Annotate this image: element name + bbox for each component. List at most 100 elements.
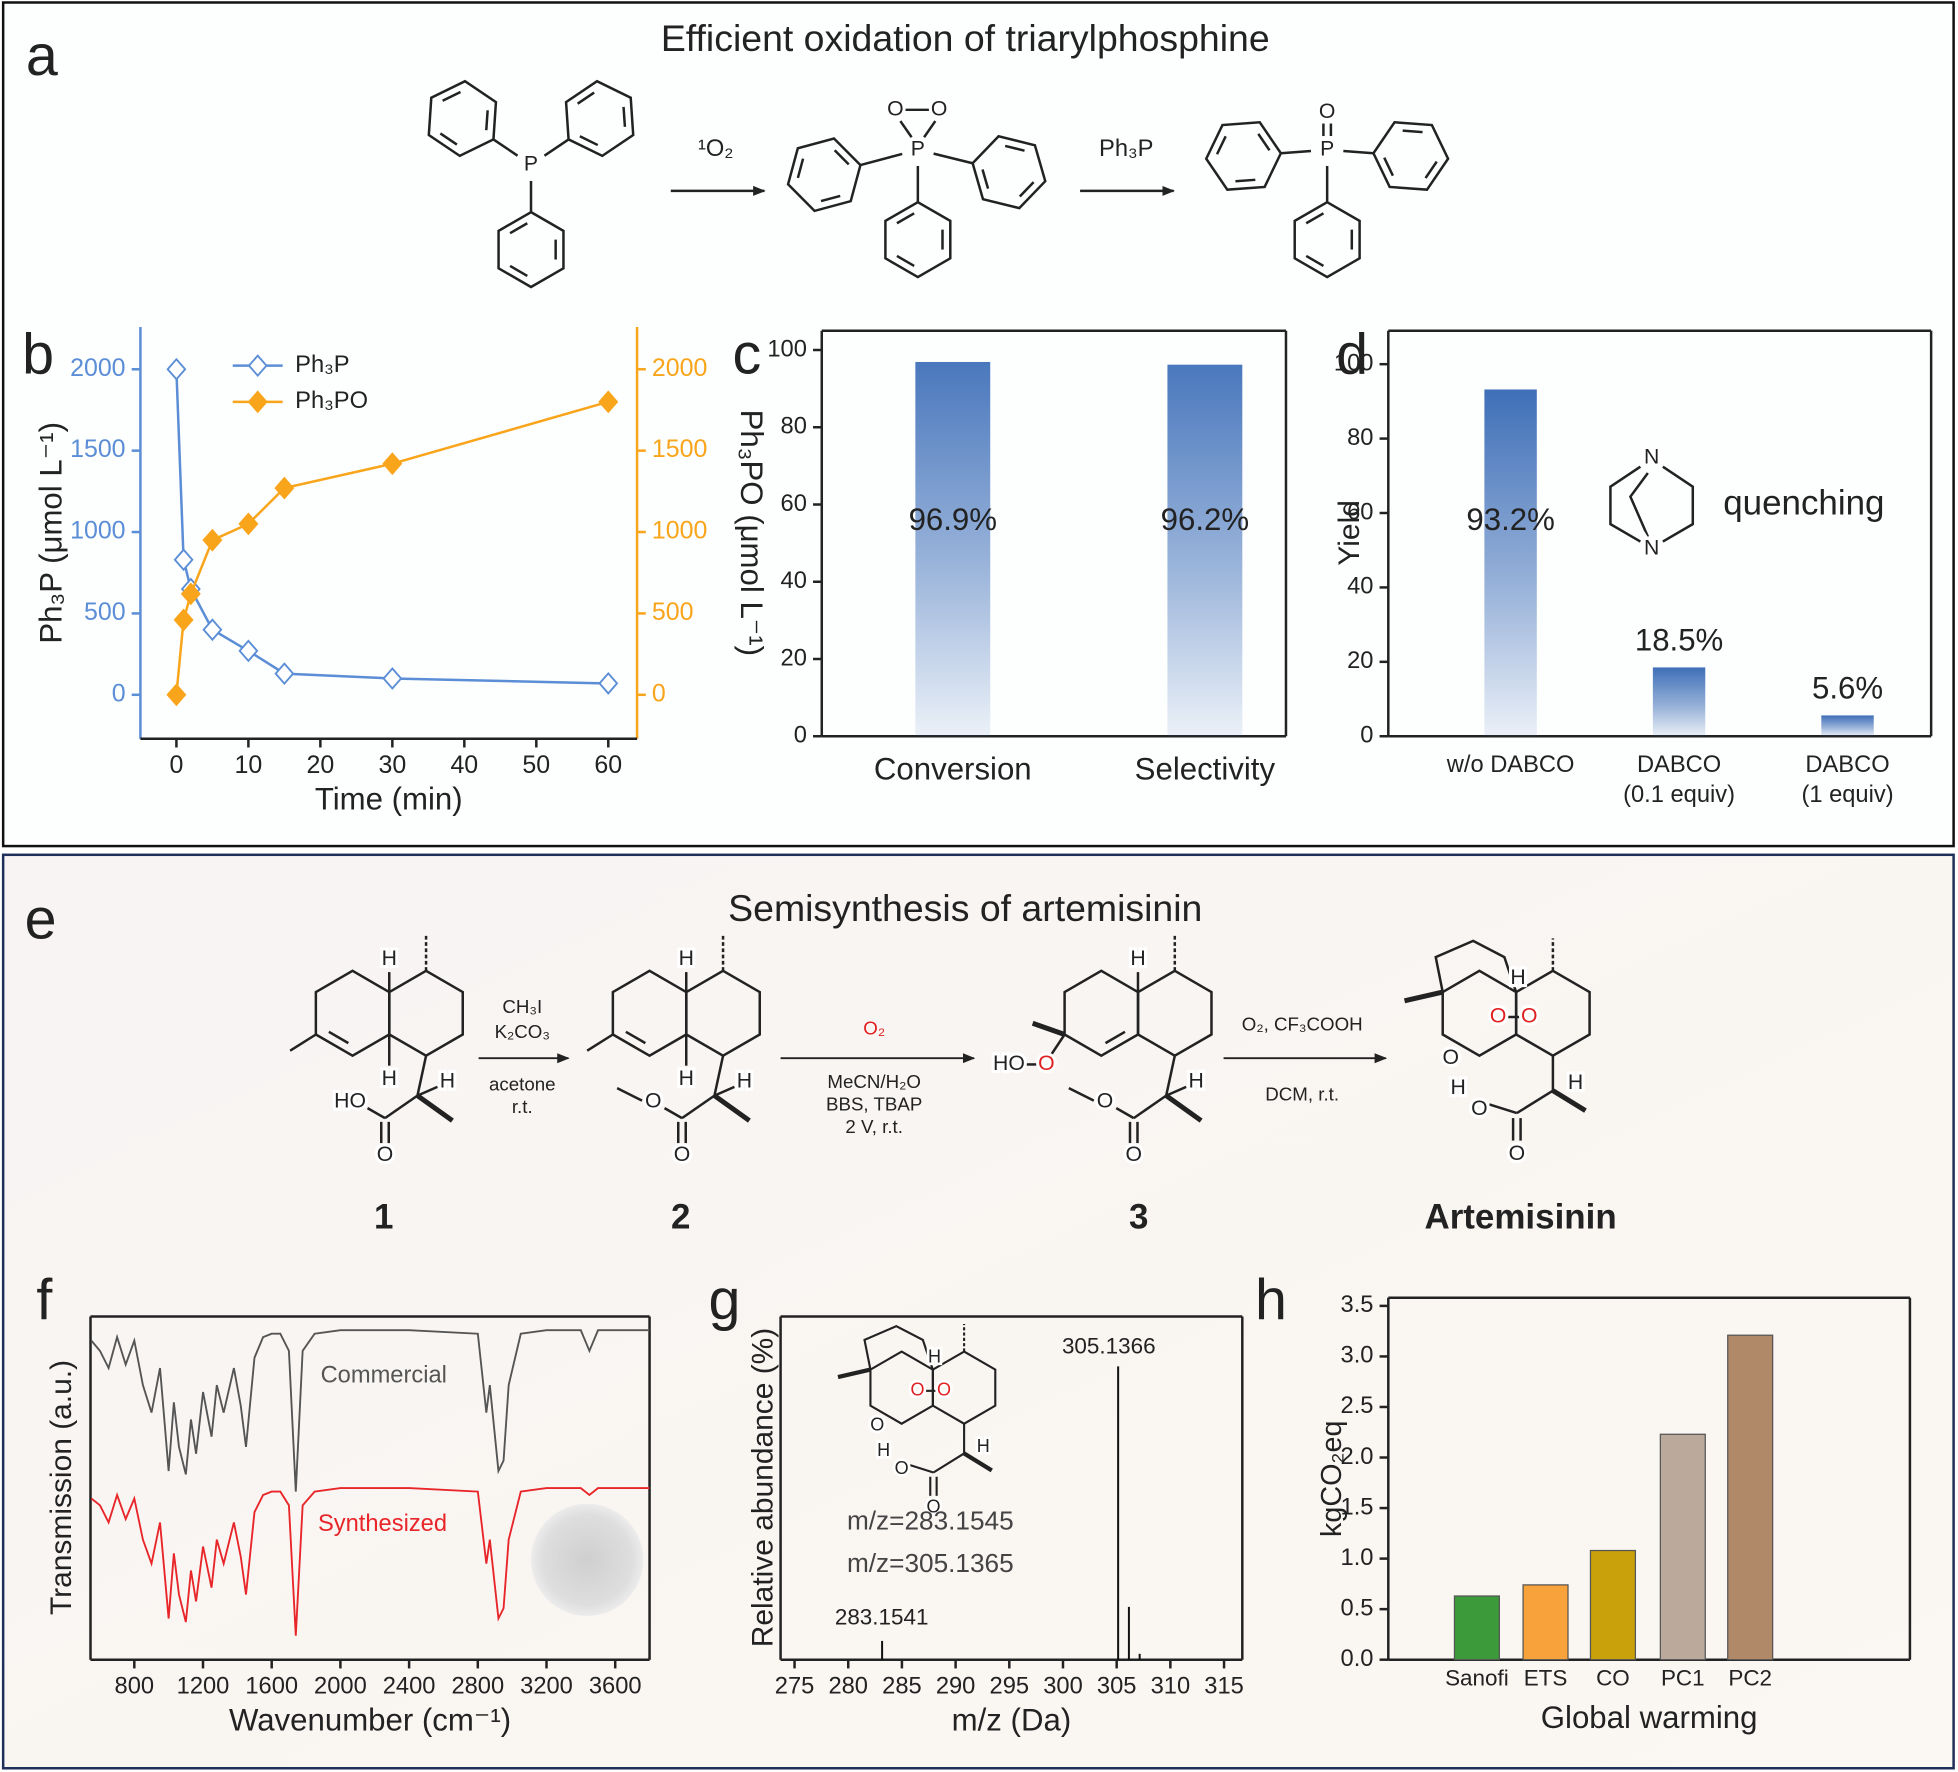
- atom-label: P: [911, 137, 925, 160]
- series-label: Commercial: [321, 1363, 447, 1389]
- x-category-label: Sanofi: [1445, 1666, 1509, 1691]
- bar: [915, 361, 991, 737]
- y-tick-label: 60: [781, 491, 807, 517]
- bond: [289, 1033, 317, 1052]
- bar: [1727, 1334, 1774, 1661]
- reagent: K₂CO₃: [495, 1021, 550, 1042]
- y-tick-label: 2000: [652, 354, 707, 382]
- atom-label: O: [1038, 1052, 1055, 1075]
- data-point: [238, 639, 259, 663]
- atom-label: H: [1451, 1076, 1466, 1099]
- bond: [586, 1033, 614, 1052]
- bond: [1434, 939, 1518, 993]
- compound-label: 2: [671, 1197, 690, 1236]
- panel-label: g: [708, 1268, 740, 1332]
- bond: [384, 1094, 419, 1120]
- atom-label: H: [928, 1347, 941, 1367]
- y-tick-label: 40: [781, 568, 807, 594]
- reagent: MeCN/H₂O: [827, 1071, 921, 1092]
- bond: [492, 138, 519, 157]
- panel-label: e: [25, 888, 57, 952]
- bond: [1004, 144, 1025, 152]
- atom-label: H: [1568, 1071, 1583, 1094]
- y-tick-label: 100: [1334, 350, 1374, 376]
- bond: [1215, 135, 1227, 155]
- atom-label: O: [887, 97, 904, 120]
- panel-label: d: [1336, 322, 1368, 386]
- atom-label: O: [645, 1089, 661, 1112]
- data-point: [238, 512, 259, 536]
- x-tick-label: 50: [522, 751, 550, 779]
- bond: [1031, 1020, 1066, 1037]
- reagent: Ph₃P: [1099, 136, 1153, 162]
- structure: H H H HO O: [289, 935, 464, 1169]
- bond: [796, 158, 805, 179]
- bond: [1164, 1093, 1203, 1123]
- atom-label: O: [1442, 1046, 1459, 1069]
- bond: [681, 1094, 716, 1120]
- y-tick-label: 0: [1360, 723, 1373, 749]
- bond: [899, 120, 913, 138]
- atom-label: H: [679, 947, 694, 970]
- atom-label: O: [926, 1496, 940, 1516]
- value-label: 93.2%: [1466, 502, 1554, 537]
- bond: [1609, 465, 1642, 543]
- x-tick-label: 290: [936, 1673, 976, 1699]
- x-axis-label: Time (min): [315, 781, 463, 816]
- y-tick-label: 2000: [70, 354, 125, 382]
- bar: [1589, 1549, 1637, 1661]
- bond: [439, 132, 458, 146]
- bond: [1235, 178, 1256, 183]
- bond: [625, 1030, 646, 1045]
- data-point: [173, 608, 194, 632]
- reagent: CH₃I: [502, 996, 542, 1017]
- bond: [509, 222, 528, 235]
- atom-label: O: [674, 1143, 690, 1166]
- y-tick-label: 2.5: [1341, 1393, 1374, 1419]
- data-point: [166, 683, 187, 707]
- y-tick-label: 1500: [652, 435, 707, 463]
- x-tick-label: 10: [235, 751, 263, 779]
- x-tick-label: 2000: [314, 1673, 367, 1699]
- y-tick-label: 500: [652, 598, 694, 626]
- data-point: [598, 390, 619, 414]
- structure: HH HOO: [586, 935, 761, 1169]
- y-axis-label: Relative abundance (%): [746, 1328, 779, 1648]
- x-tick-label: 0: [169, 751, 183, 779]
- bond: [1133, 1094, 1167, 1120]
- x-tick-label: 2800: [451, 1673, 504, 1699]
- x-tick-label: 285: [882, 1673, 922, 1699]
- atom-label: O: [1509, 1142, 1526, 1165]
- category-line: (1 equiv): [1801, 782, 1893, 808]
- bond: [933, 152, 973, 165]
- x-category-label: PC2: [1728, 1666, 1772, 1691]
- bond: [1402, 129, 1423, 134]
- data-point: [274, 662, 295, 686]
- atom-label: HO: [993, 1052, 1025, 1075]
- y-axis-label: Yield: [1333, 500, 1366, 565]
- category-line: w/o DABCO: [1446, 752, 1575, 778]
- bar: [1821, 715, 1874, 737]
- y-tick-label: 0: [652, 679, 666, 707]
- atom-label: H: [1510, 966, 1525, 989]
- bond: [932, 1452, 965, 1474]
- panel-label: c: [733, 322, 762, 386]
- x-tick-label: 2400: [383, 1673, 436, 1699]
- bond: [1551, 1088, 1587, 1113]
- category-line: (0.1 equiv): [1623, 782, 1735, 808]
- bond: [616, 1087, 643, 1102]
- x-tick-label: 30: [378, 751, 406, 779]
- bond: [416, 1093, 454, 1123]
- bond: [579, 135, 599, 147]
- y-tick-label: 1500: [70, 435, 125, 463]
- bond: [366, 1107, 386, 1120]
- x-tick-label: 40: [450, 751, 478, 779]
- atom-label: N: [1644, 446, 1659, 469]
- x-axis-label: Global warming: [1541, 1700, 1758, 1735]
- series-line: [90, 1487, 650, 1636]
- x-category-label: ETS: [1524, 1666, 1568, 1691]
- reagent: O₂, CF₃COOH: [1242, 1014, 1363, 1035]
- y-tick-label: 1.0: [1341, 1545, 1374, 1571]
